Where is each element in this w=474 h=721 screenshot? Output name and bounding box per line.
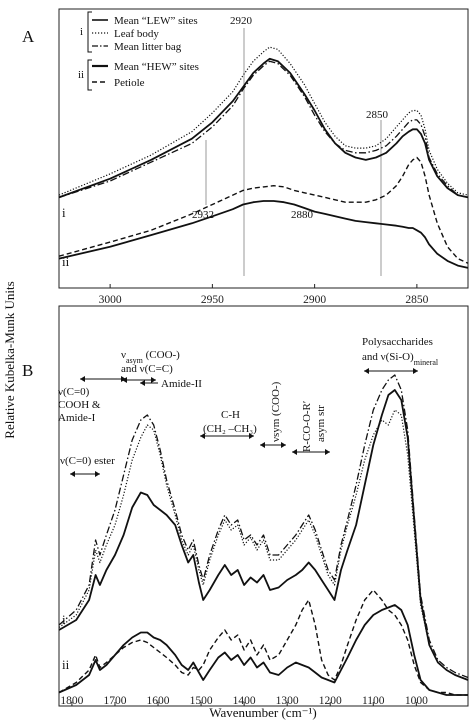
ann-co-cooh-line1: ν(C=0) xyxy=(58,386,90,398)
panel-a-tick-label-2950: 2950 xyxy=(201,294,224,306)
panel-b-x-axis: 1800 1700 1600 1500 1400 1300 1200 1100 1000 xyxy=(60,695,428,707)
ann-sym: νsym (COO-) xyxy=(270,381,282,442)
panel-a-tick-label-2900: 2900 xyxy=(303,294,326,306)
ann-arrowhead-amide2 xyxy=(140,380,145,386)
panel-b-series-1-dotted xyxy=(58,409,469,681)
panel-b-tick-label-1600: 1600 xyxy=(147,695,170,707)
panel-b-trace-label-i: i xyxy=(62,612,66,627)
panel-a-series-3-solid-thick xyxy=(58,200,469,269)
ann-arrowhead-poly-right xyxy=(413,368,418,374)
ann-co-cooh-line3: Amide-I xyxy=(58,412,96,424)
ann-rcoor-line2: asym str xyxy=(315,405,327,442)
panel-a-series-1-dotted xyxy=(58,46,469,196)
peak-label-2920: 2920 xyxy=(230,15,253,27)
panel-b-series-3-solid-thick xyxy=(58,604,468,696)
ann-ester: ν(C=0) ester xyxy=(60,455,115,467)
legend-group-ii-label: ii xyxy=(78,69,84,81)
panel-a-series-group xyxy=(58,46,469,269)
panel-b-frame xyxy=(58,305,469,707)
panel-b-tick-label-1400: 1400 xyxy=(233,695,256,707)
ann-asym-line1: νasym (COO-) xyxy=(121,349,180,365)
y-axis-label: Relative Kubelka-Munk Units xyxy=(2,281,17,438)
ann-poly-line1: Polysaccharides xyxy=(362,336,433,348)
panel-a-legend: i Mean “LEW” sites Leaf body Mean litter… xyxy=(78,11,199,91)
panel-a-tick-label-3000: 3000 xyxy=(99,294,122,306)
panel-a-trace-label-i: i xyxy=(62,205,66,220)
panel-a-frame xyxy=(58,8,469,289)
ann-rcoor-line1: R-CO-O-R′ xyxy=(301,401,313,452)
panel-a-x-axis: 3000 2950 2900 2850 xyxy=(99,284,429,306)
legend-group-i-label: i xyxy=(80,26,83,38)
ann-arrowhead-co-cooh-left xyxy=(80,376,85,382)
ann-arrowhead-rcoor-right xyxy=(325,449,330,455)
ann-arrowhead-ester-left xyxy=(70,471,75,477)
ann-co-cooh-line2: COOH & xyxy=(58,399,101,411)
ann-amide2: Amide-II xyxy=(161,378,202,390)
panel-a-label: A xyxy=(22,27,35,46)
panel-b-series-4-dashed xyxy=(58,589,468,696)
ann-arrowhead-sym-right xyxy=(281,442,286,448)
peak-label-2880: 2880 xyxy=(291,209,314,221)
panel-b-annotations: ν(C=0) COOH & Amide-I νasym (COO-) and ν… xyxy=(58,336,439,477)
legend-bracket-i xyxy=(87,11,92,53)
panel-b-series-2-dash-dot xyxy=(58,374,469,679)
legend-entry-petiole: Petiole xyxy=(114,77,145,89)
ann-arrowhead-ester-right xyxy=(95,471,100,477)
ann-poly-line2: and ν(Si-O)mineral xyxy=(362,351,439,367)
panel-a-series-4-dashed xyxy=(58,156,469,264)
ann-arrowhead-ch-left xyxy=(200,433,205,439)
legend-bracket-ii xyxy=(87,59,92,91)
panel-b-tick-label-1000: 1000 xyxy=(405,695,428,707)
panel-b-tick-label-1500: 1500 xyxy=(190,695,213,707)
ann-arrowhead-rcoor-left xyxy=(292,449,297,455)
peak-label-2850: 2850 xyxy=(366,109,389,121)
panel-b-tick-label-1200: 1200 xyxy=(319,695,342,707)
panel-b-series-0-solid-thick xyxy=(58,389,469,681)
panel-a-trace-label-ii: ii xyxy=(62,254,70,269)
panel-b-tick-label-1300: 1300 xyxy=(276,695,299,707)
panel-b-series-group xyxy=(58,374,469,696)
panel-a-series-0-solid-thick xyxy=(58,57,469,199)
ann-ch-line1: C-H xyxy=(221,409,240,421)
ann-arrowhead-poly-left xyxy=(364,368,369,374)
ann-asym-line2: and ν(C=C) xyxy=(121,363,173,375)
panel-b-trace-label-ii: ii xyxy=(62,657,70,672)
legend-entry-leaf-body: Leaf body xyxy=(114,28,159,40)
ann-arrowhead-asym-right xyxy=(151,377,156,383)
panel-a-series-2-dash-dot xyxy=(58,60,469,199)
legend-entry-litter-bag: Mean litter bag xyxy=(114,41,182,53)
ann-arrowhead-ch-right xyxy=(249,433,254,439)
legend-entry-lew: Mean “LEW” sites xyxy=(114,15,198,27)
legend-entry-hew: Mean “HEW” sites xyxy=(114,61,199,73)
panel-b-label: B xyxy=(22,361,33,380)
x-axis-label: Wavenumber (cm⁻¹) xyxy=(209,705,317,720)
ann-arrowhead-sym-left xyxy=(260,442,265,448)
panel-a-tick-label-2850: 2850 xyxy=(405,294,428,306)
panel-b-tick-label-1100: 1100 xyxy=(362,695,385,707)
ann-ch-line2: (CH₂ –CH₃) xyxy=(203,423,257,435)
ann-arrowhead-asym-left xyxy=(122,377,127,383)
panel-b-tick-label-1800: 1800 xyxy=(60,695,83,707)
panel-b-tick-label-1700: 1700 xyxy=(103,695,126,707)
